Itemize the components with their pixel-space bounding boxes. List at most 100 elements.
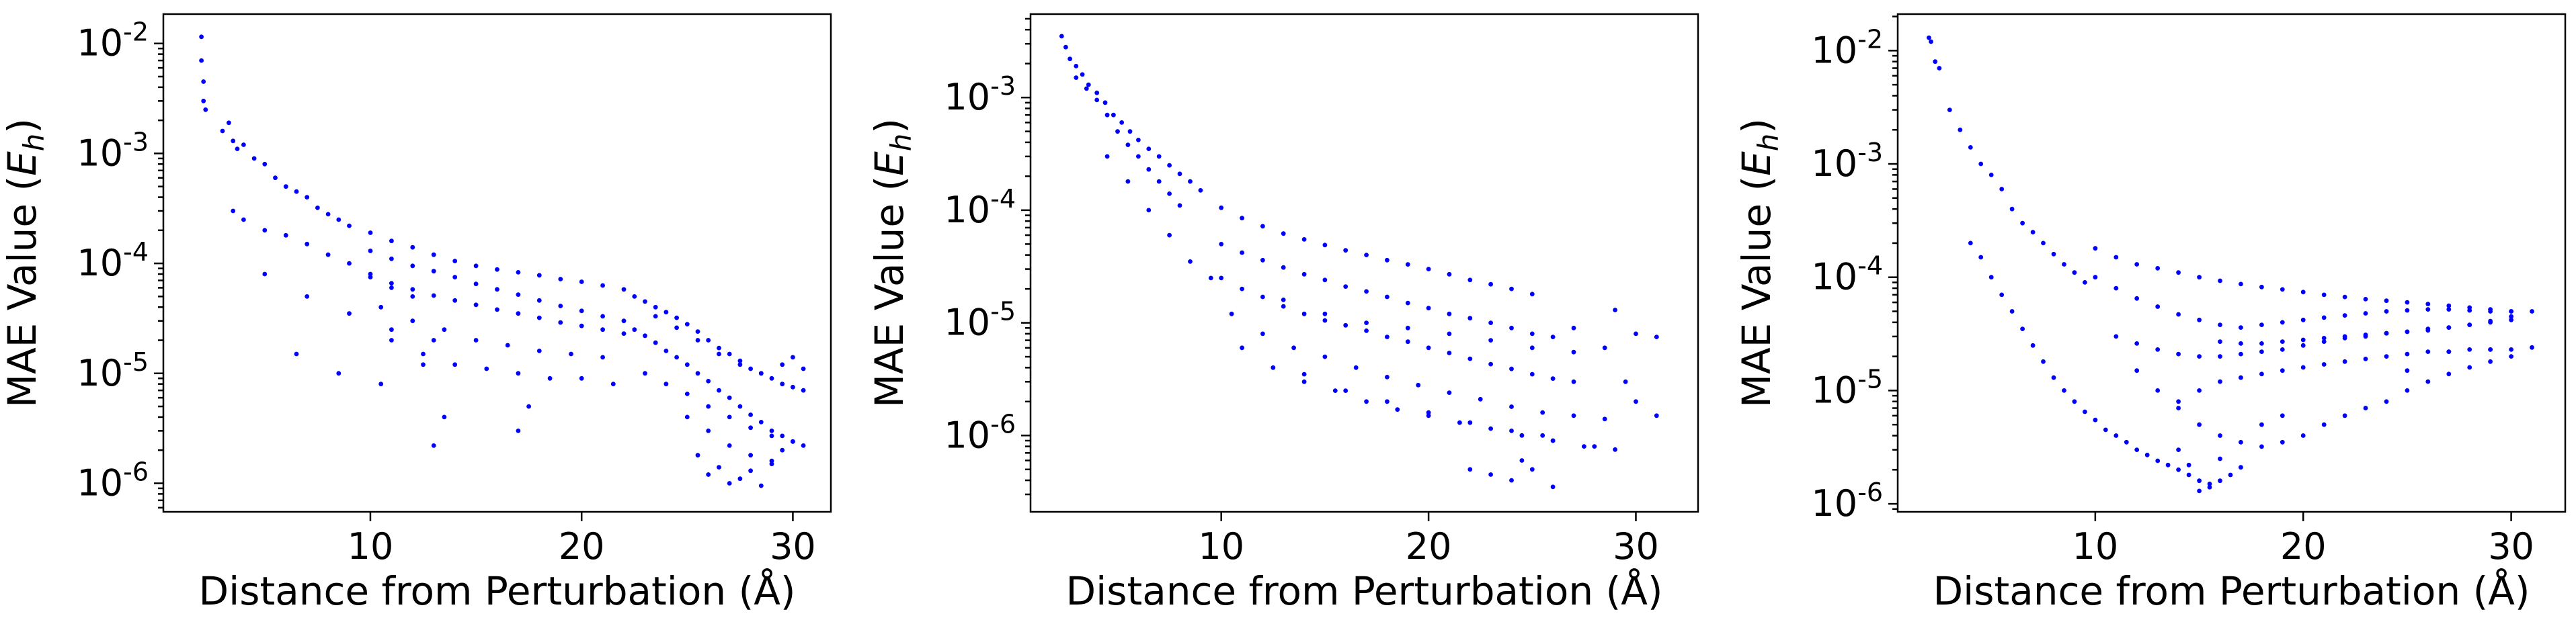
data-point — [1467, 316, 1473, 321]
data-point — [421, 351, 426, 357]
data-point — [1426, 345, 1431, 351]
data-point — [536, 315, 542, 320]
x-tick-label: 20 — [1406, 525, 1452, 568]
data-point — [2405, 329, 2410, 335]
data-point — [579, 323, 584, 328]
data-point — [1260, 224, 1265, 229]
data-point — [294, 189, 299, 194]
data-point — [1478, 396, 1483, 402]
data-point — [2300, 365, 2306, 370]
data-point — [684, 362, 690, 367]
data-point — [2176, 467, 2181, 472]
data-point — [695, 338, 700, 343]
data-point — [2342, 413, 2347, 418]
data-point — [2467, 365, 2472, 370]
data-point — [2300, 433, 2306, 438]
data-point — [1426, 413, 1431, 418]
data-point — [452, 362, 458, 367]
y-tick-label: 10-6 — [944, 409, 1016, 456]
data-point — [2342, 336, 2347, 341]
data-point — [643, 371, 647, 376]
data-point — [1332, 388, 1338, 393]
data-point — [1125, 142, 1131, 148]
data-point — [2239, 281, 2243, 287]
data-point — [1467, 467, 1473, 472]
data-point — [2062, 388, 2066, 393]
data-point — [1167, 232, 1172, 238]
data-point — [2197, 354, 2202, 359]
data-point — [1929, 39, 1933, 44]
data-point — [2488, 347, 2493, 352]
y-tick-label: 10-5 — [944, 297, 1016, 344]
data-point — [2030, 343, 2036, 348]
scatter-points — [1927, 35, 2534, 494]
data-point — [748, 468, 753, 474]
data-point — [2363, 406, 2368, 410]
data-point — [1281, 304, 1286, 309]
data-point — [769, 375, 774, 381]
data-point — [674, 355, 679, 360]
data-point — [1582, 444, 1586, 449]
data-point — [2488, 359, 2493, 364]
x-axis-label: Distance from Perturbation (Å) — [1933, 568, 2530, 614]
data-point — [389, 281, 394, 286]
data-point — [2114, 285, 2119, 291]
data-point — [695, 371, 700, 376]
data-point — [2218, 379, 2222, 384]
data-point — [1529, 345, 1535, 351]
data-point — [2405, 388, 2410, 393]
data-point — [2363, 297, 2368, 302]
data-point — [410, 294, 415, 299]
data-point — [717, 465, 721, 470]
data-point — [801, 443, 806, 448]
data-point — [1488, 338, 1494, 343]
data-point — [1322, 311, 1328, 316]
data-point — [2488, 320, 2493, 325]
data-point — [632, 327, 637, 332]
data-point — [2363, 334, 2368, 339]
data-point — [600, 355, 605, 360]
data-point — [2342, 294, 2347, 300]
data-point — [2020, 220, 2025, 226]
data-point — [473, 281, 479, 287]
data-point — [325, 212, 331, 217]
data-point — [2155, 458, 2161, 463]
data-point — [1623, 379, 1628, 384]
data-point — [2509, 347, 2514, 352]
data-point — [2509, 354, 2514, 359]
data-point — [1094, 90, 1100, 95]
data-point — [1291, 345, 1296, 351]
data-point — [748, 366, 753, 371]
y-tick-label: 10-5 — [1811, 364, 1883, 411]
data-point — [1322, 277, 1328, 283]
data-point — [684, 414, 690, 420]
data-point — [1127, 129, 1133, 134]
data-point — [2155, 347, 2161, 352]
data-point — [2093, 275, 2098, 280]
data-point — [2300, 317, 2306, 322]
data-point — [536, 298, 542, 303]
data-point — [1488, 361, 1494, 367]
data-point — [1260, 257, 1265, 263]
data-point — [2300, 290, 2306, 295]
data-point — [717, 388, 721, 393]
data-point — [653, 314, 658, 319]
data-point — [1322, 354, 1328, 359]
data-point — [758, 483, 764, 488]
data-point — [621, 331, 627, 336]
y-minor-ticks — [158, 47, 163, 509]
data-point — [2197, 275, 2202, 280]
data-point — [1467, 356, 1473, 361]
data-point — [1353, 365, 1359, 370]
data-point — [368, 275, 373, 279]
data-point — [2009, 206, 2015, 212]
data-point — [2083, 409, 2087, 414]
data-point — [347, 261, 352, 266]
data-point — [1988, 275, 1994, 280]
y-minor-ticks — [1025, 17, 1031, 496]
data-point — [347, 223, 352, 228]
data-point — [389, 338, 394, 343]
data-point — [536, 349, 542, 353]
data-point — [643, 333, 647, 339]
data-point — [389, 256, 394, 261]
